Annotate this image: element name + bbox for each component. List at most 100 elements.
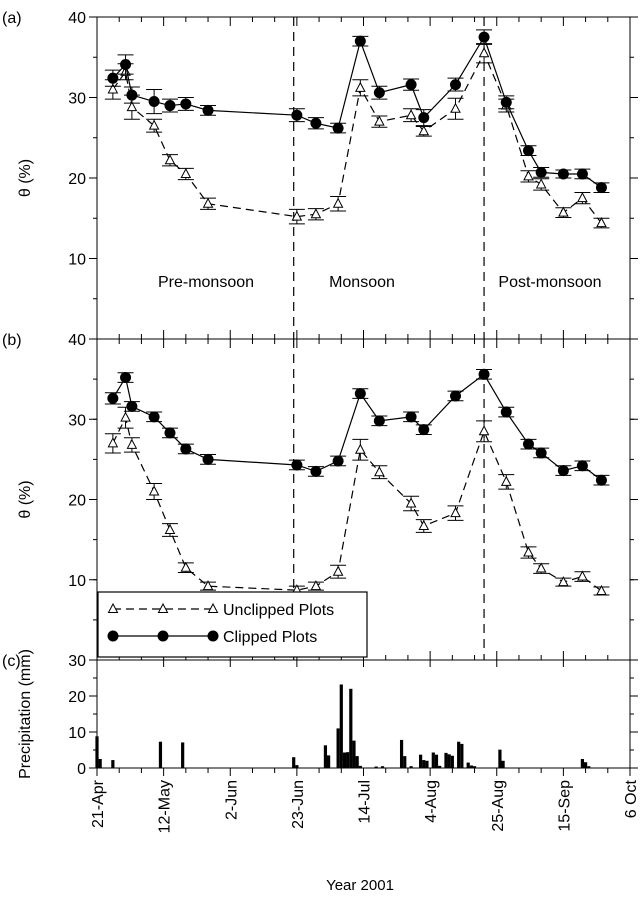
x-tick-label: 25-Aug (490, 780, 507, 832)
series-line (112, 51, 602, 224)
precip-bar (422, 760, 426, 768)
data-point (523, 170, 534, 181)
data-point (405, 497, 417, 508)
data-point (595, 474, 607, 486)
x-tick-label: 4-Aug (423, 780, 440, 823)
precip-bar (399, 739, 404, 768)
data-point (120, 411, 131, 422)
precip-bar (339, 684, 343, 768)
x-axis-title: Year 2001 (326, 877, 394, 894)
data-point (418, 519, 430, 530)
legend-marker (107, 602, 119, 613)
precip-bar (374, 766, 378, 768)
precip-bar (498, 749, 502, 768)
series-unclipped (104, 406, 610, 596)
precip-bar (98, 759, 102, 768)
x-axis: 21-Apr 12-May 2-Jun 23-Jun 14-Jul 4-Aug 25-Aug… (90, 660, 640, 833)
y-tick-label: 10 (68, 252, 86, 269)
data-point (557, 168, 569, 180)
data-point (558, 206, 569, 217)
data-point (107, 83, 119, 94)
data-point (405, 79, 417, 91)
data-point (164, 523, 176, 534)
data-point (374, 115, 385, 126)
precip-bar (409, 766, 413, 768)
precip-bar (158, 741, 163, 768)
data-point (120, 372, 132, 384)
precip-bar (355, 756, 359, 768)
precip-bar (460, 743, 464, 768)
precip-bar (466, 762, 470, 768)
data-point (373, 415, 385, 427)
y-tick-label: 10 (68, 725, 86, 742)
data-point (310, 580, 322, 591)
precip-bar (323, 745, 328, 768)
data-point (202, 453, 214, 465)
data-point (180, 561, 192, 572)
data-point (418, 125, 430, 136)
precip-bar (380, 766, 385, 768)
precip-bar (469, 765, 473, 768)
data-point (354, 388, 366, 400)
data-point (595, 182, 607, 194)
y-axis-title: Precipitation (mm) (17, 649, 34, 779)
precip-bar (295, 765, 299, 768)
data-point (405, 109, 417, 120)
data-point (500, 475, 512, 486)
data-point (478, 47, 490, 58)
x-tick-label: 14-Jul (357, 780, 374, 824)
data-point (354, 35, 366, 47)
data-point (558, 576, 569, 587)
data-point (478, 425, 490, 436)
legend-marker (207, 602, 219, 613)
data-point (202, 104, 214, 116)
series-line (112, 35, 602, 189)
precip-bar (95, 736, 99, 768)
x-tick-label: 6 Oct (623, 779, 640, 818)
data-point (373, 87, 385, 99)
data-point (576, 168, 588, 180)
data-point (126, 101, 138, 112)
data-point (291, 210, 303, 221)
precip-bar (431, 752, 435, 768)
series-clipped (104, 29, 610, 194)
precip-bar (438, 765, 442, 768)
season-label: Post-monsoon (498, 274, 601, 291)
y-tick-label: 20 (68, 493, 86, 510)
data-point (332, 197, 344, 208)
precip-bar (336, 728, 340, 768)
data-point (577, 192, 588, 203)
y-axis-title: θ (%) (17, 159, 34, 197)
data-point (535, 166, 547, 178)
y-tick-label: 40 (68, 10, 86, 27)
data-point (500, 96, 512, 108)
legend-marker (207, 630, 219, 642)
data-point (291, 109, 303, 121)
season-label: Monsoon (329, 274, 395, 291)
data-point (354, 81, 366, 92)
data-point (450, 507, 461, 518)
panel-label: (a) (2, 10, 22, 27)
data-point (107, 72, 119, 84)
data-point (126, 400, 138, 412)
data-point (523, 546, 534, 557)
precip-bar (111, 760, 115, 768)
data-point (500, 406, 512, 418)
data-point (126, 89, 138, 101)
data-point (332, 122, 344, 134)
legend-marker (157, 630, 169, 642)
y-tick-label: 20 (68, 689, 86, 706)
panel-c: 0 10 20 30 (c)Precipitation (mm) (2, 649, 638, 779)
precip-bar (450, 755, 454, 768)
data-point (332, 455, 344, 467)
precip-bar (342, 752, 347, 768)
legend-box (97, 591, 368, 658)
data-point (332, 565, 344, 576)
precip-bar (292, 757, 296, 768)
y-tick-label: 30 (68, 91, 86, 108)
legend-marker (107, 630, 119, 642)
precip-bar (327, 755, 331, 768)
x-tick-label: 2-Jun (223, 780, 240, 820)
precip-bar (472, 766, 477, 768)
legend-label: Unclipped Plots (223, 602, 334, 619)
